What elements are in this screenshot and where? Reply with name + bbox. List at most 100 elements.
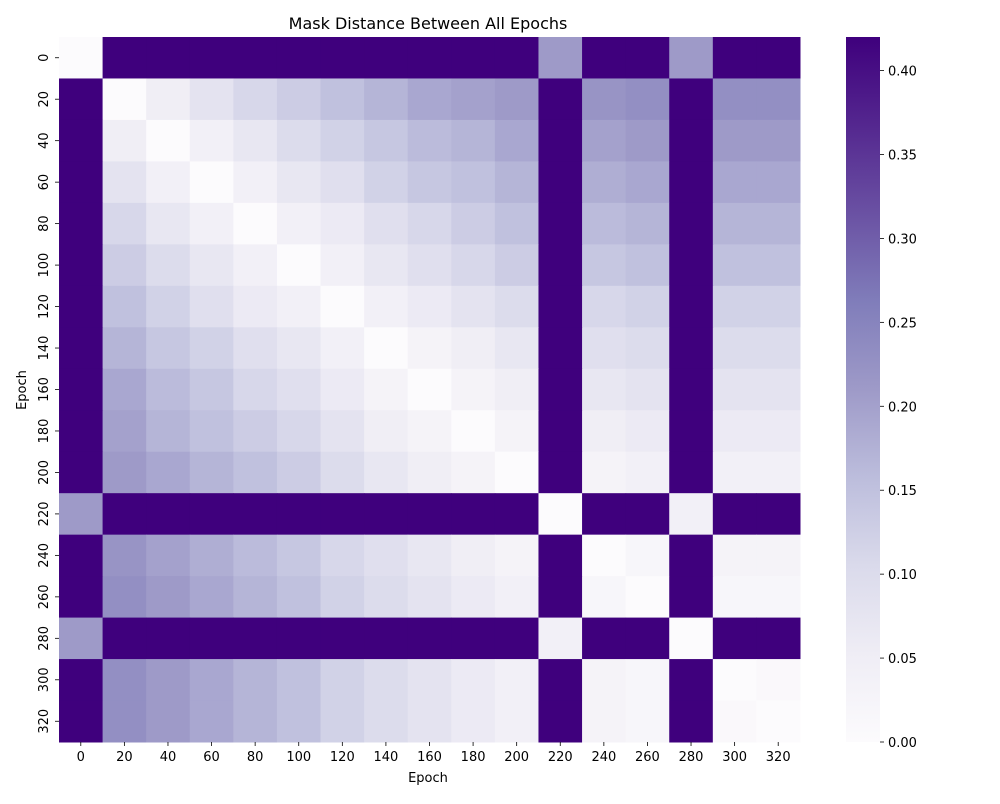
heatmap-cell (146, 493, 191, 536)
colorbar-tick-label: 0.25 (888, 316, 917, 331)
heatmap-cell (538, 368, 583, 411)
heatmap-cell (582, 534, 627, 577)
heatmap-cell (407, 451, 452, 494)
heatmap-cell (494, 368, 539, 411)
heatmap-cell (59, 534, 104, 577)
heatmap-cell (233, 700, 278, 743)
heatmap-cell (320, 37, 365, 79)
heatmap-cell (538, 37, 583, 79)
heatmap-cell (582, 327, 627, 370)
heatmap-cell (59, 576, 104, 619)
heatmap-cell (102, 327, 147, 370)
heatmap-cell (276, 285, 322, 328)
y-tick-label: 200 (37, 460, 52, 485)
heatmap-cell (494, 700, 539, 743)
x-tick-label: 40 (160, 750, 177, 765)
heatmap-cell (451, 617, 496, 660)
heatmap-cell (102, 534, 147, 577)
x-tick-label: 160 (417, 750, 442, 765)
heatmap-cell (712, 410, 757, 453)
y-tick-label: 320 (37, 709, 52, 734)
heatmap-cell (669, 78, 714, 121)
heatmap-cell (625, 700, 670, 743)
heatmap-cell (233, 244, 278, 287)
heatmap-cell (276, 410, 322, 453)
heatmap-cell (189, 244, 234, 287)
heatmap-cell (320, 493, 365, 536)
heatmap-cell (451, 493, 496, 536)
heatmap-cell (146, 244, 191, 287)
heatmap-cell (189, 493, 234, 536)
heatmap-cell (582, 119, 627, 162)
heatmap-cell (189, 451, 234, 494)
heatmap-cell (320, 617, 365, 660)
heatmap-cell (712, 451, 757, 494)
colorbar-tick-label: 0.35 (888, 149, 917, 164)
heatmap-cell (320, 576, 365, 619)
heatmap-cell (364, 576, 409, 619)
heatmap-cell (407, 659, 452, 702)
heatmap-cell (582, 617, 627, 660)
heatmap-cell (538, 410, 583, 453)
heatmap-cell (364, 368, 409, 411)
heatmap-cell (451, 700, 496, 743)
heatmap-cell (712, 202, 757, 245)
heatmap-cell (102, 78, 147, 121)
heatmap-cell (407, 534, 452, 577)
heatmap-cell (451, 368, 496, 411)
heatmap-cell (146, 617, 191, 660)
colorbar-tick-label: 0.05 (888, 652, 917, 667)
heatmap-cell (451, 37, 496, 79)
heatmap-cell (364, 534, 409, 577)
heatmap-cell (146, 410, 191, 453)
heatmap-cell (59, 119, 104, 162)
heatmap-cell (538, 78, 583, 121)
heatmap-cell (625, 161, 670, 204)
heatmap-cell (59, 78, 104, 121)
y-tick-label: 220 (37, 501, 52, 526)
y-tick-label: 100 (37, 253, 52, 278)
heatmap-cell (189, 327, 234, 370)
heatmap-cell (669, 119, 714, 162)
heatmap-cell (712, 285, 757, 328)
y-tick-label: 280 (37, 626, 52, 651)
y-tick-label: 60 (37, 174, 52, 191)
heatmap-cell (146, 78, 191, 121)
heatmap-cell (233, 617, 278, 660)
heatmap-cell (189, 576, 234, 619)
y-tick-label: 240 (37, 543, 52, 568)
heatmap-cell (407, 617, 452, 660)
heatmap-cell (451, 161, 496, 204)
heatmap-cell (538, 327, 583, 370)
heatmap-cell (364, 700, 409, 743)
heatmap-cell (451, 576, 496, 619)
heatmap-cell (756, 534, 801, 577)
heatmap-cell (669, 410, 714, 453)
heatmap-cell (233, 410, 278, 453)
heatmap-cell (320, 119, 365, 162)
heatmap-cell (712, 368, 757, 411)
heatmap-cell (712, 161, 757, 204)
heatmap-cell (756, 202, 801, 245)
x-tick-label: 200 (504, 750, 529, 765)
y-tick-label: 120 (37, 294, 52, 319)
heatmap-cell (538, 700, 583, 743)
heatmap-cell (189, 368, 234, 411)
heatmap-cell (364, 617, 409, 660)
heatmap-cell (407, 161, 452, 204)
x-tick-label: 300 (722, 750, 747, 765)
heatmap-cell (233, 451, 278, 494)
heatmap-cell (407, 700, 452, 743)
heatmap-cell (189, 285, 234, 328)
heatmap-cell (625, 285, 670, 328)
heatmap-cell (494, 576, 539, 619)
heatmap-cell (364, 659, 409, 702)
heatmap-cell (102, 37, 147, 79)
heatmap-cell (625, 37, 670, 79)
y-axis: 0 20 40 60 80 100 120 140 160 180 200 220 240 260 280 3… (37, 54, 59, 734)
heatmap-cell (625, 410, 670, 453)
heatmap-cell (712, 493, 757, 536)
heatmap-cell (146, 119, 191, 162)
heatmap-cell (59, 327, 104, 370)
heatmap-cell (451, 202, 496, 245)
